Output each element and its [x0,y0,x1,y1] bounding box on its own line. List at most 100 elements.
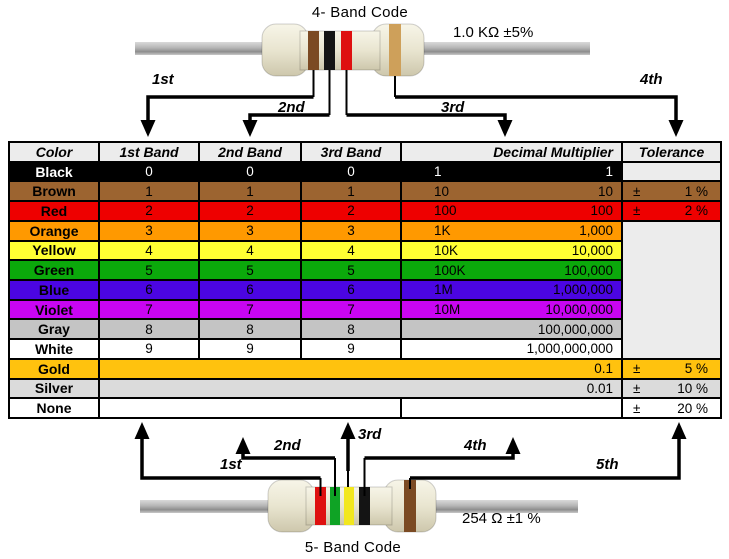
column-header-2nd-band: 2nd Band [200,143,300,161]
top-arrow-label-2nd: 2nd [278,99,305,116]
none-multiplier-blank-cell [402,399,621,417]
band1-digit-cell: 1 [100,182,198,201]
band3-digit-cell: 6 [302,280,400,299]
band3-digit-cell: 5 [302,261,400,279]
multiplier-prefix: 1K [434,223,451,239]
band2-digit-cell: 4 [200,241,300,260]
color-name-cell: Brown [10,182,98,201]
band3-digit-cell: 2 [302,202,400,220]
band3-digit-cell: 4 [302,241,400,260]
band-1-brown [308,31,319,70]
band1-digit-cell: 7 [100,300,198,319]
band3-digit-cell: 7 [302,300,400,319]
multiplier-cell: 100 100 [402,202,621,220]
multiplier-value: 100 [590,203,613,219]
band1-digit-cell: 4 [100,241,198,260]
top-arrow-label-1st: 1st [152,71,174,88]
color-name-cell: Green [10,261,98,279]
color-name-cell: Yellow [10,241,98,260]
bottom-arrow-label-5th: 5th [596,456,619,473]
column-header-3rd-band: 3rd Band [302,143,400,161]
multiplier-cell: 10M 10,000,000 [402,300,621,319]
column-header-decimal-multiplier: Decimal Multiplier [402,143,621,161]
band-3-red [341,31,352,70]
multiplier-value: 100,000,000 [537,321,613,337]
column-header-color: Color [10,143,98,161]
multiplier-prefix: 100K [434,262,466,278]
band2-digit-cell: 0 [200,162,300,181]
color-code-table: Color 1st Band 2nd Band 3rd Band Decimal Mul… [8,141,722,419]
band2-digit-cell: 6 [200,280,300,299]
band3-digit-cell: 1 [302,182,400,201]
tolerance-cell: ±5 % [623,359,720,378]
color-name-cell: Gold [10,359,98,378]
band3-digit-cell: 8 [302,320,400,339]
multiplier-value: 1 [605,164,613,180]
bottom-arrow-label-4th: 4th [464,437,487,454]
multiplier-cell: 1K 1,000 [402,221,621,240]
tolerance-cell: ±1 % [623,182,720,201]
multiplier-cell: 1,000,000,000 [402,340,621,358]
bottom-arrow-label-1st: 1st [220,456,242,473]
multiplier-value: 1,000 [579,223,613,239]
band1-digit-cell: 6 [100,280,198,299]
four-band-title: 4- Band Code [311,4,409,21]
band1-digit-cell: 2 [100,202,198,220]
multiplier-prefix: 100 [434,203,457,219]
band2-digit-cell: 2 [200,202,300,220]
multiplier-cell: 100,000,000 [402,320,621,339]
band-5-brown [404,480,416,532]
band3-digit-cell: 0 [302,162,400,181]
multiplier-cell: 10 10 [402,182,621,201]
top-arrow-label-4th: 4th [640,71,663,88]
merged-multiplier-cell: 0.01 [100,379,621,398]
band3-digit-cell: 9 [302,340,400,358]
tolerance-cell: ±10 % [623,379,720,398]
multiplier-cell: 10K 10,000 [402,241,621,260]
band2-digit-cell: 7 [200,300,300,319]
color-name-cell: Gray [10,320,98,339]
four-band-resistor-graphic [135,23,684,137]
band2-digit-cell: 5 [200,261,300,279]
color-name-cell: Violet [10,300,98,319]
bottom-arrow-label-3rd: 3rd [358,426,382,443]
multiplier-value: 10,000 [571,242,613,258]
band-4-black [359,487,370,525]
color-name-cell: White [10,340,98,358]
top-arrows [140,70,684,137]
band1-digit-cell: 5 [100,261,198,279]
merged-multiplier-cell: 0.1 [100,359,621,378]
column-header-tolerance: Tolerance [623,143,720,161]
color-name-cell: Red [10,202,98,220]
plus-minus-sign: ± [633,400,641,416]
top-arrow-label-3rd: 3rd [441,99,465,116]
band3-digit-cell: 3 [302,221,400,240]
band-3-yellow [344,487,354,525]
tolerance-value: 20 % [677,400,708,416]
multiplier-prefix: 1M [434,282,453,298]
plus-minus-sign: ± [633,203,641,219]
band-2-black [324,31,335,70]
multiplier-value: 10 [597,183,613,199]
column-header-1st-band: 1st Band [100,143,198,161]
tolerance-value: 10 % [677,380,708,396]
multiplier-value: 100,000 [564,262,613,278]
bottom-arrows [134,422,687,496]
tolerance-value: 5 % [684,361,708,377]
color-name-cell: None [10,399,98,417]
plus-minus-sign: ± [633,380,641,396]
multiplier-cell: 100K 100,000 [402,261,621,279]
tolerance-cell: ±20 % [623,399,720,417]
multiplier-prefix: 10K [434,242,459,258]
bottom-arrow-label-2nd: 2nd [274,437,301,454]
plus-minus-sign: ± [633,183,641,199]
multiplier-prefix: 10 [434,183,450,199]
color-name-cell: Black [10,162,98,181]
multiplier-value: 10,000,000 [545,302,613,318]
band2-digit-cell: 8 [200,320,300,339]
tolerance-cell: ±2 % [623,202,720,220]
band-4-gold [389,24,401,76]
multiplier-cell: 1M 1,000,000 [402,280,621,299]
color-name-cell: Blue [10,280,98,299]
